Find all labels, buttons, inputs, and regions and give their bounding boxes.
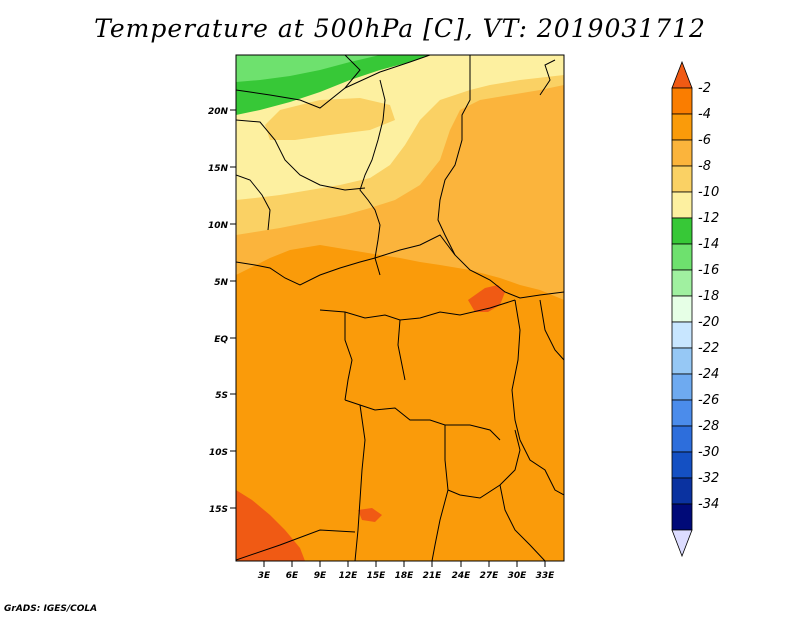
colorbar-swatch	[671, 217, 693, 245]
lon-tick-label: 6E	[286, 571, 299, 581]
latitude-axis: 20N 15N 10N 5N EQ 5S 10S 15S	[208, 107, 236, 515]
border-line	[374, 234, 456, 259]
colorbar-arrow-bottom	[671, 529, 693, 558]
colorbar-label: -22	[698, 341, 719, 356]
lat-tick-label: 20N	[208, 107, 229, 117]
field-band-minus14	[236, 55, 380, 82]
field-warm-patch-east	[468, 285, 505, 312]
colorbar-swatch	[671, 425, 693, 453]
lon-tick-label: 12E	[339, 571, 359, 581]
lon-tick-label: 15E	[367, 571, 387, 581]
colorbar-labels: -2 -4 -6 -8 -10 -12 -14 -16 -18 -20 -22 -24 -26 -28 -3…	[698, 81, 719, 512]
temperature-field	[236, 55, 564, 561]
border-line	[236, 174, 271, 231]
colorbar-swatch	[671, 477, 693, 505]
colorbar-label: -8	[698, 159, 711, 174]
field-warm-patch-small	[358, 508, 382, 522]
colorbar-label: -4	[698, 107, 711, 122]
colorbar-swatch	[671, 113, 693, 141]
colorbar-label: -18	[698, 289, 719, 304]
lon-tick-label: 21E	[423, 571, 443, 581]
border-line	[344, 55, 431, 89]
border-line	[236, 257, 376, 286]
lon-tick-label: 24E	[452, 571, 472, 581]
border-line	[431, 489, 449, 561]
colorbar-label: -28	[698, 419, 719, 434]
lat-tick-label: 5S	[215, 391, 228, 401]
border-line	[539, 299, 564, 361]
lat-tick-label: 10N	[208, 221, 229, 231]
border-line	[397, 319, 406, 381]
colorbar-swatch	[671, 139, 693, 167]
colorbar-label: -20	[698, 315, 719, 330]
colorbar-label: -6	[698, 133, 711, 148]
lon-tick-label: 9E	[314, 571, 327, 581]
colorbar-swatch	[671, 373, 693, 401]
field-lobe-north	[265, 98, 395, 140]
colorbar-label: -32	[698, 471, 719, 486]
border-line	[519, 439, 564, 496]
colorbar-swatch	[671, 503, 693, 531]
colorbar-arrow-top	[671, 60, 693, 89]
colorbar-swatch	[671, 191, 693, 219]
lon-tick-label: 27E	[480, 571, 500, 581]
colorbar	[671, 60, 693, 558]
border-line	[354, 404, 366, 561]
border-line	[344, 312, 353, 401]
colorbar-swatch	[671, 243, 693, 271]
border-line	[236, 119, 366, 191]
border-line	[539, 59, 556, 96]
lat-tick-label: EQ	[214, 335, 228, 345]
colorbar-label: -34	[698, 497, 719, 512]
country-borders	[236, 55, 564, 561]
field-warm-patch-southwest	[236, 490, 305, 561]
colorbar-label: -24	[698, 367, 719, 382]
border-line	[344, 399, 501, 441]
longitude-axis: 3E 6E 9E 12E 15E 18E 21E 24E 27E 30E 33E	[258, 561, 555, 581]
colorbar-label: -26	[698, 393, 719, 408]
lat-tick-label: 10S	[209, 448, 228, 458]
colorbar-swatch	[671, 269, 693, 297]
lon-tick-label: 30E	[508, 571, 528, 581]
border-line	[444, 425, 521, 499]
colorbar-label: -16	[698, 263, 719, 278]
border-line	[236, 55, 361, 109]
border-line	[511, 299, 521, 441]
border-line	[359, 79, 386, 276]
colorbar-label: -2	[698, 81, 711, 96]
lat-tick-label: 15S	[209, 505, 228, 515]
colorbar-swatch	[671, 87, 693, 115]
colorbar-label: -14	[698, 237, 719, 252]
colorbar-swatch	[671, 295, 693, 323]
colorbar-swatch	[671, 451, 693, 479]
colorbar-label: -30	[698, 445, 719, 460]
colorbar-swatch	[671, 321, 693, 349]
map-frame	[235, 54, 565, 562]
colorbar-swatch	[671, 165, 693, 193]
border-line	[319, 299, 516, 321]
colorbar-swatch	[671, 347, 693, 375]
colorbar-label: -12	[698, 211, 719, 226]
lon-tick-label: 3E	[258, 571, 271, 581]
lat-tick-label: 5N	[214, 278, 228, 288]
colorbar-swatch	[671, 399, 693, 427]
colorbar-label: -10	[698, 185, 719, 200]
border-line	[437, 55, 564, 299]
border-line	[236, 529, 356, 561]
border-line	[499, 484, 546, 561]
lon-tick-label: 18E	[395, 571, 415, 581]
chart-title: Temperature at 500hPa [C], VT: 201903171…	[94, 14, 706, 43]
lon-tick-label: 33E	[536, 571, 556, 581]
credit-label: GrADS: IGES/COLA	[4, 604, 98, 614]
lat-tick-label: 15N	[208, 164, 229, 174]
